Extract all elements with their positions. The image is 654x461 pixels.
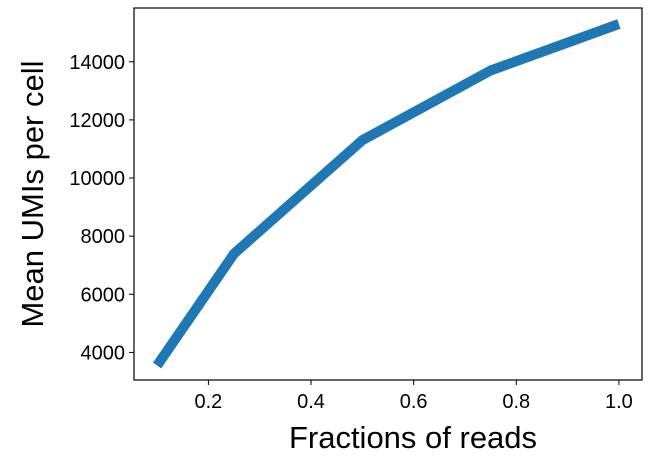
series-line-0 [152,19,621,369]
y-axis-ticks: 4000 6000 8000 10000 12000 14000 [69,52,134,364]
x-axis-ticks: 0.2 0.4 0.6 0.8 1.0 [194,380,633,413]
y-tick-label: 10000 [69,168,125,190]
x-tick-label: 0.6 [400,391,428,413]
y-tick-label: 8000 [81,226,126,248]
x-tick-label: 0.4 [297,391,325,413]
plot-area [134,8,642,380]
y-tick-label: 6000 [81,284,126,306]
y-axis-label: Mean UMIs per cell [15,60,50,327]
plot-frame [133,7,643,381]
y-tick-label: 4000 [81,342,126,364]
y-tick-label: 14000 [69,52,125,74]
x-tick-label: 0.8 [502,391,530,413]
y-tick-label: 12000 [69,110,125,132]
x-tick-label: 0.2 [194,391,222,413]
series-layer [152,19,621,369]
x-axis-label: Fractions of reads [289,420,537,455]
x-tick-label: 1.0 [605,391,633,413]
